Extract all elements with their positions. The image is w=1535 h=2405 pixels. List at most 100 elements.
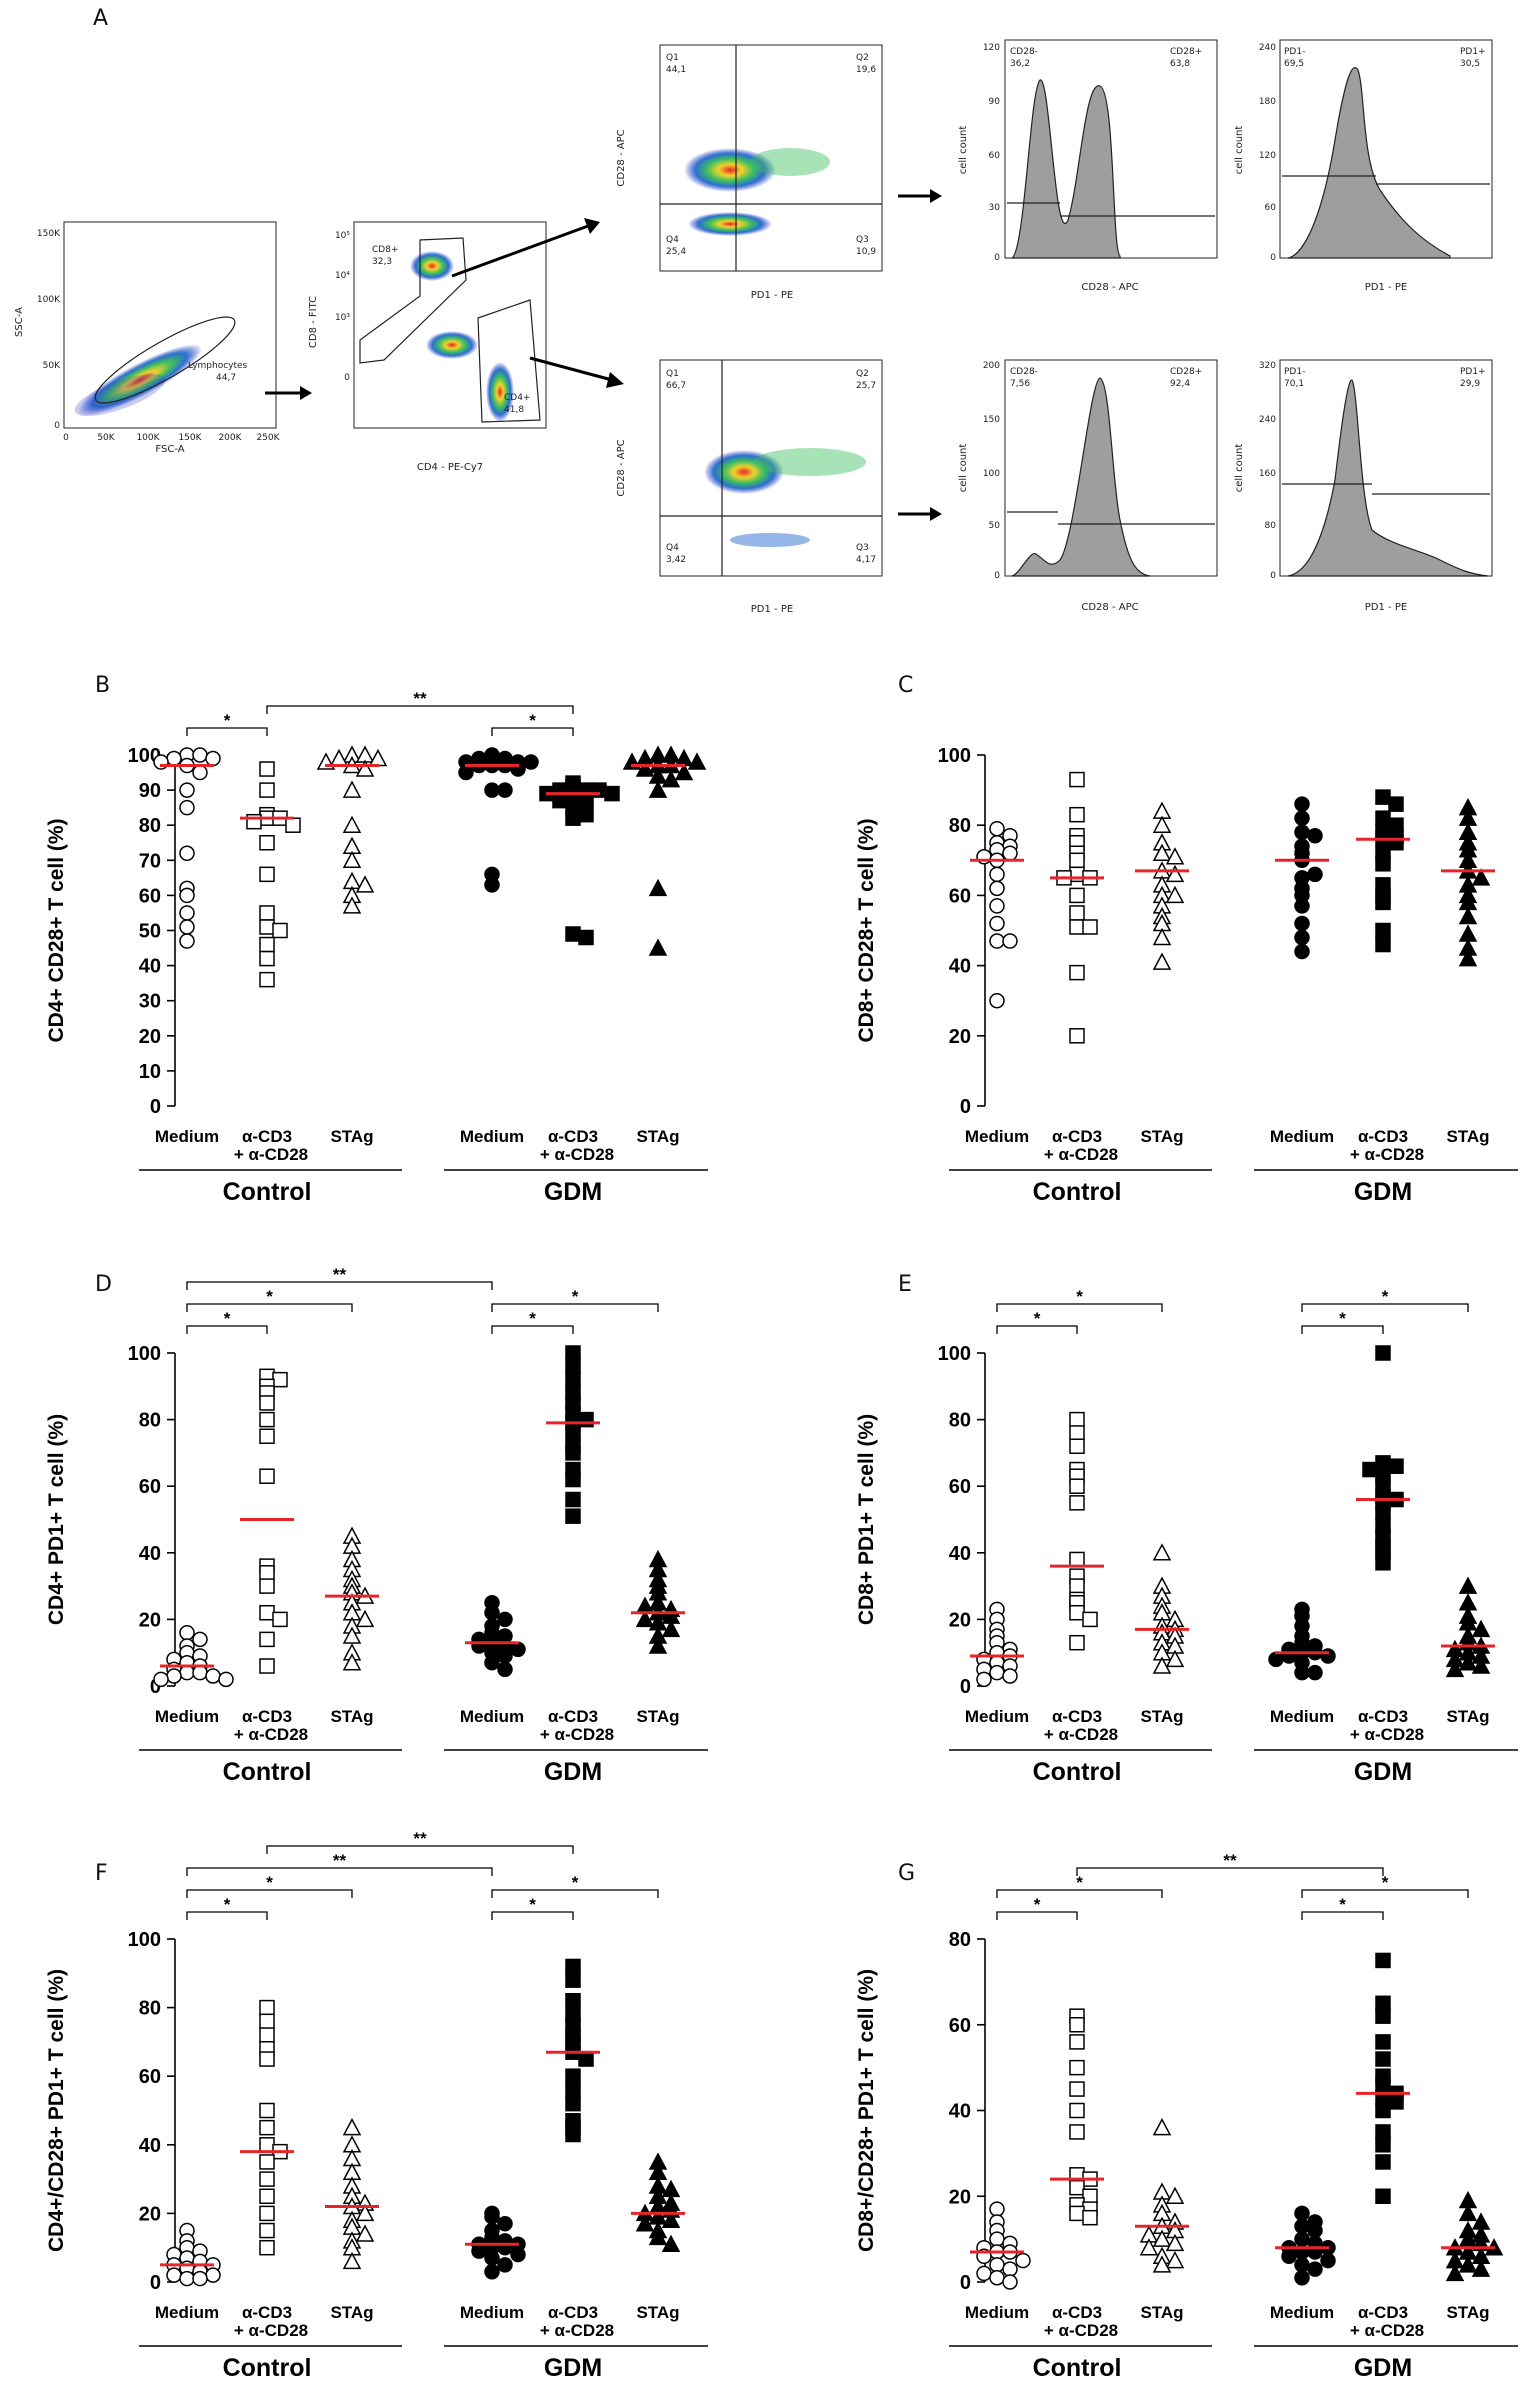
point-g-0-3 — [989, 2231, 1005, 2247]
cd-y-tick-3: 10³ — [335, 313, 350, 323]
sig-label-f-3: ** — [413, 1829, 427, 1848]
point-c-2-13 — [1165, 885, 1185, 904]
y-tick-label-e-1: 20 — [949, 1609, 971, 1631]
ssc-x-label: FSC-A — [155, 444, 184, 455]
hist-cd28-top-tick-4: 30 — [989, 203, 1001, 213]
group-label-gdm-c: GDM — [1354, 1178, 1412, 1206]
point-d-5-13 — [648, 1636, 668, 1654]
lymphocyte-gate — [94, 316, 236, 404]
point-f-1-2 — [259, 2027, 275, 2043]
point-c-1-10 — [1069, 905, 1085, 921]
point-c-4-12 — [1375, 922, 1391, 939]
sig-label-e-2: * — [1339, 1309, 1346, 1328]
category-label2-c-4: + α-CD28 — [1350, 1145, 1424, 1164]
quad-top-q2-value: 19,6 — [856, 65, 876, 75]
category-label2-b-1: + α-CD28 — [234, 1145, 308, 1164]
group-label-control-e: Control — [1033, 1758, 1122, 1786]
series-c-4 — [1375, 789, 1404, 953]
hist-cd28-top-tick-1: 120 — [983, 43, 1000, 53]
category-label2-e-4: + α-CD28 — [1350, 1725, 1424, 1744]
category-label-g-0: Medium — [965, 2303, 1029, 2322]
point-g-4-3 — [1375, 2034, 1391, 2050]
point-f-5-9 — [661, 2210, 681, 2229]
panel-d: D 0 20 40 60 80 100 CD4+ PD1+ T cell (%) Medium α… — [45, 1265, 708, 1786]
point-b-1-12 — [259, 936, 275, 953]
y-tick-label-b-5: 50 — [139, 921, 161, 943]
point-b-2-2 — [329, 748, 349, 767]
point-c-5-9 — [1458, 906, 1478, 925]
point-f-2-0 — [342, 2118, 362, 2136]
group-label-gdm-d: GDM — [544, 1758, 602, 1786]
hist-cd28-bottom-y-label: cell count — [958, 444, 969, 493]
point-f-1-12 — [259, 2205, 275, 2222]
ssc-fsc-plot: Lymphocytes 44,7 SSC-A FSC-A 150K 100K 5… — [14, 221, 281, 455]
cd-y-tick-1: 10⁵ — [335, 231, 350, 241]
hist-pd1-bottom-tick-2: 240 — [1259, 415, 1276, 425]
point-b-5-8 — [635, 759, 655, 777]
arrow-to-quad-top — [451, 218, 600, 278]
point-f-5-12 — [648, 2227, 668, 2246]
point-c-4-14 — [1375, 887, 1391, 904]
point-f-4-0 — [565, 1958, 581, 1975]
y-tick-label-b-0: 0 — [150, 1096, 161, 1118]
series-g-0 — [976, 2201, 1031, 2290]
quad-bottom-q3: Q3 — [856, 543, 869, 553]
point-g-2-10 — [1165, 2233, 1185, 2252]
lymphocyte-density — [77, 344, 203, 416]
point-f-3-2 — [497, 2215, 513, 2232]
sig-label-f-0: * — [224, 1895, 231, 1914]
y-tick-label-f-1: 20 — [139, 2203, 161, 2225]
point-g-1-10 — [1082, 2188, 1098, 2204]
y-tick-label-d-0: 0 — [150, 1676, 161, 1698]
category-label-c-2: STAg — [1140, 1127, 1183, 1146]
point-d-1-12 — [272, 1611, 288, 1628]
y-label-f: CD4+/CD28+ PD1+ T cell (%) — [45, 1969, 68, 2252]
point-e-4-9 — [1375, 1505, 1391, 1521]
y-tick-label-f-5: 100 — [128, 1929, 161, 1951]
point-e-5-4 — [1471, 1619, 1491, 1638]
point-g-2-0 — [1152, 2118, 1172, 2136]
lymphocyte-gate-value: 44,7 — [216, 373, 236, 383]
category-label-c-3: Medium — [1270, 1127, 1334, 1146]
point-e-3-11 — [1268, 1651, 1284, 1668]
hist-pd1-top: PD1- 69,5 PD1+ 30,5 cell count PD1 - PE … — [1234, 39, 1493, 293]
y-tick-label-c-3: 60 — [949, 885, 971, 907]
hist-cd28-bottom: CD28- 7,56 CD28+ 92,4 cell count CD28 - … — [958, 359, 1218, 613]
point-g-2-11 — [1139, 2238, 1159, 2256]
panel-e: E 0 20 40 60 80 100 CD8+ PD1+ T cell (%) Medium α… — [855, 1272, 1518, 1786]
point-e-2-0 — [1152, 1543, 1172, 1561]
series-e-0 — [976, 1601, 1018, 1688]
quad-top-y-label: CD28 - APC — [616, 129, 627, 186]
point-e-5-0 — [1458, 1576, 1478, 1594]
category-label2-f-1: + α-CD28 — [234, 2321, 308, 2340]
point-f-0-13 — [179, 2270, 195, 2287]
y-label-d: CD4+ PD1+ T cell (%) — [45, 1414, 68, 1625]
point-g-1-6 — [1069, 2124, 1085, 2140]
point-d-1-14 — [259, 1658, 275, 1674]
category-label2-d-4: + α-CD28 — [540, 1725, 614, 1744]
series-e-2 — [1152, 1543, 1185, 1674]
sig-bracket-e-0 — [996, 1325, 1078, 1334]
ssc-x-tick-1: 0 — [63, 433, 69, 443]
point-g-4-12 — [1375, 2137, 1391, 2153]
point-g-4-6 — [1375, 2077, 1391, 2093]
point-e-4-14 — [1375, 1555, 1391, 1571]
category-label-f-3: Medium — [460, 2303, 524, 2322]
series-d-2 — [342, 1526, 375, 1671]
point-g-4-4 — [1375, 2051, 1391, 2067]
sig-label-e-0: * — [1034, 1309, 1041, 1328]
cd4-gate — [477, 299, 541, 423]
hist-cd28-bottom-tick-1: 200 — [983, 361, 1000, 371]
point-f-1-13 — [259, 2222, 275, 2239]
hist-pd1-top-right-value: 30,5 — [1460, 59, 1480, 69]
point-b-5-12 — [648, 780, 668, 798]
panel-letter-b: B — [95, 673, 110, 698]
hist-pd1-top-x-label: PD1 - PE — [1365, 282, 1407, 293]
series-d-0 — [153, 1624, 234, 1688]
series-f-2 — [342, 2118, 375, 2270]
point-f-0-11 — [166, 2267, 182, 2283]
point-e-3-9 — [1281, 1648, 1297, 1664]
sig-label-g-1: * — [1076, 1873, 1083, 1892]
point-d-4-1 — [565, 1358, 581, 1375]
hist-pd1-bottom-tick-5: 0 — [1270, 571, 1276, 581]
